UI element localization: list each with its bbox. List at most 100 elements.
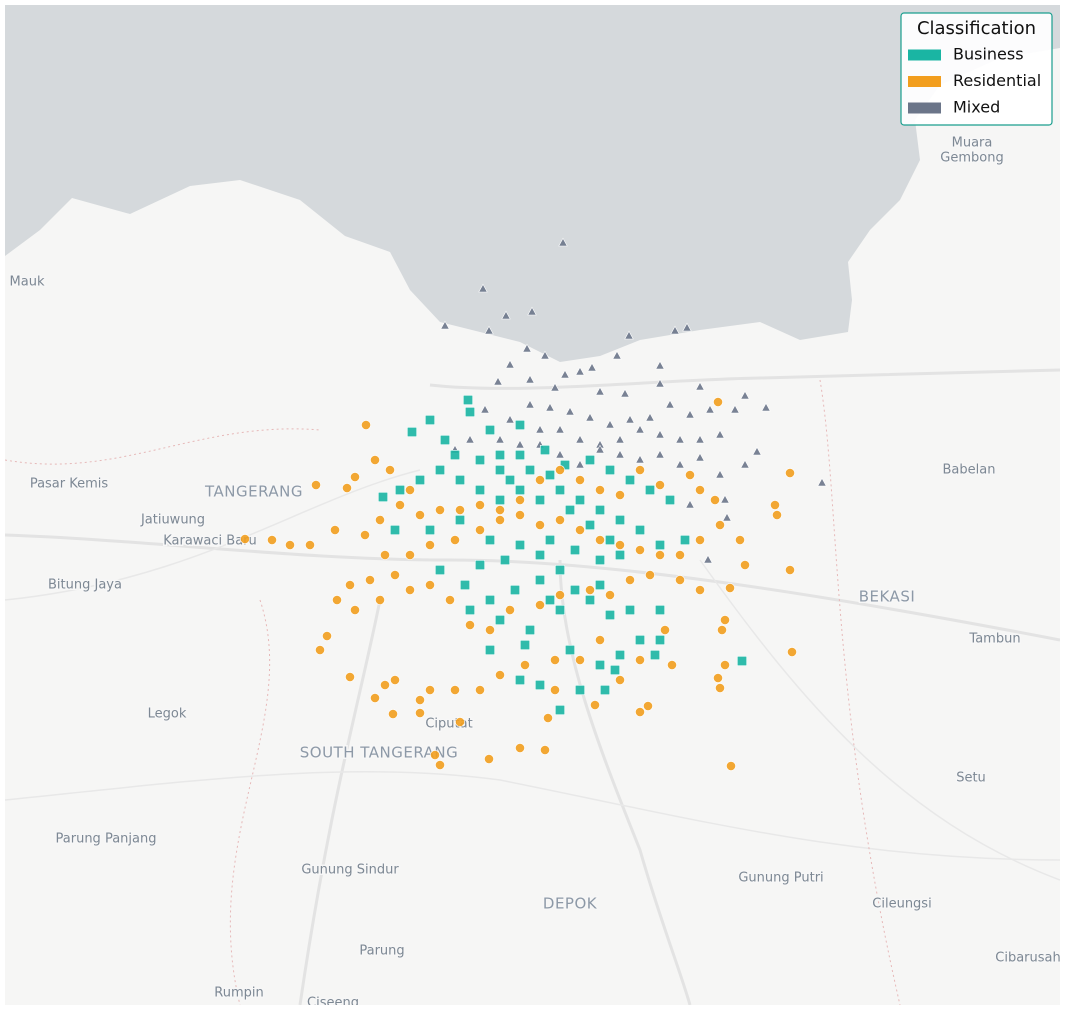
residential-point — [390, 675, 400, 685]
business-point — [649, 649, 660, 660]
business-point — [594, 659, 605, 670]
road — [699, 559, 1060, 881]
residential-point — [380, 680, 390, 690]
mixed-point — [575, 459, 585, 469]
admin-border — [819, 379, 901, 1005]
residential-point — [360, 530, 370, 540]
residential-point — [370, 455, 380, 465]
business-point — [514, 484, 525, 495]
business-point — [584, 519, 595, 530]
business-point — [454, 514, 465, 525]
residential-point — [370, 693, 380, 703]
mixed-point — [685, 409, 695, 419]
residential-point — [435, 760, 445, 770]
business-point — [534, 549, 545, 560]
residential-point — [605, 590, 615, 600]
mixed-point — [560, 369, 570, 379]
business-point — [514, 674, 525, 685]
place-label: Ciseeng — [307, 996, 359, 1011]
business-point — [462, 394, 473, 405]
mixed-point — [587, 362, 597, 372]
residential-point — [361, 420, 371, 430]
place-label: Bitung Jaya — [48, 578, 122, 593]
mixed-point — [655, 449, 665, 459]
business-point — [514, 539, 525, 550]
business-point — [484, 534, 495, 545]
mixed-point — [645, 412, 655, 422]
mixed-point — [585, 412, 595, 422]
residential-point — [615, 540, 625, 550]
place-label: BEKASI — [859, 588, 916, 606]
residential-point — [240, 534, 250, 544]
residential-point — [475, 500, 485, 510]
business-point — [569, 584, 580, 595]
residential-point — [475, 525, 485, 535]
road — [429, 368, 1060, 390]
place-label: Rumpin — [214, 986, 263, 1001]
mixed-point — [484, 325, 494, 335]
residential-point — [550, 685, 560, 695]
business-point — [394, 484, 405, 495]
residential-point — [330, 525, 340, 535]
legend-box — [900, 12, 1053, 126]
business-point — [509, 584, 520, 595]
business-point — [406, 426, 417, 437]
residential-point — [322, 631, 332, 641]
business-point — [624, 474, 635, 485]
mixed-point — [522, 343, 532, 353]
residential-point — [475, 685, 485, 695]
place-label: Mauk — [10, 275, 45, 290]
residential-point — [350, 472, 360, 482]
residential-point — [380, 550, 390, 560]
place-label: Ciputat — [425, 717, 472, 732]
mixed-point — [493, 376, 503, 386]
place-label: Cileungsi — [872, 897, 931, 912]
mixed-point — [480, 404, 490, 414]
business-point — [564, 504, 575, 515]
residential-point — [435, 505, 445, 515]
place-label: SOUTH TANGERANG — [300, 744, 459, 762]
residential-point — [695, 585, 705, 595]
residential-point — [615, 490, 625, 500]
mixed-point — [670, 325, 680, 335]
place-label: Pasar Kemis — [30, 477, 109, 492]
residential-point — [615, 675, 625, 685]
residential-point — [485, 625, 495, 635]
residential-point — [555, 465, 565, 475]
residential-point — [595, 635, 605, 645]
residential-point — [342, 483, 352, 493]
business-point — [414, 474, 425, 485]
mixed-point — [515, 439, 525, 449]
mixed-point — [720, 494, 730, 504]
mixed-point — [558, 237, 568, 247]
business-point — [574, 494, 585, 505]
business-point — [534, 679, 545, 690]
residential-point — [450, 685, 460, 695]
sea — [5, 5, 1060, 362]
business-point — [494, 494, 505, 505]
mixed-point — [635, 454, 645, 464]
business-point — [594, 554, 605, 565]
points — [240, 237, 827, 771]
residential-point — [715, 520, 725, 530]
residential-point — [345, 672, 355, 682]
residential-point — [720, 615, 730, 625]
mixed-point — [540, 350, 550, 360]
place-label: Legok — [148, 707, 187, 722]
mixed-point — [595, 386, 605, 396]
business-point — [609, 664, 620, 675]
business-point — [484, 424, 495, 435]
place-label: Setu — [956, 771, 986, 786]
business-point — [544, 534, 555, 545]
business-point — [559, 459, 570, 470]
business-point — [439, 434, 450, 445]
mixed-point — [525, 374, 535, 384]
residential-point — [635, 655, 645, 665]
residential-point — [635, 545, 645, 555]
mixed-point — [465, 434, 475, 444]
business-point — [459, 579, 470, 590]
residential-point — [585, 585, 595, 595]
mixed-point — [695, 452, 705, 462]
place-label: Muara — [952, 136, 993, 151]
business-point — [634, 634, 645, 645]
